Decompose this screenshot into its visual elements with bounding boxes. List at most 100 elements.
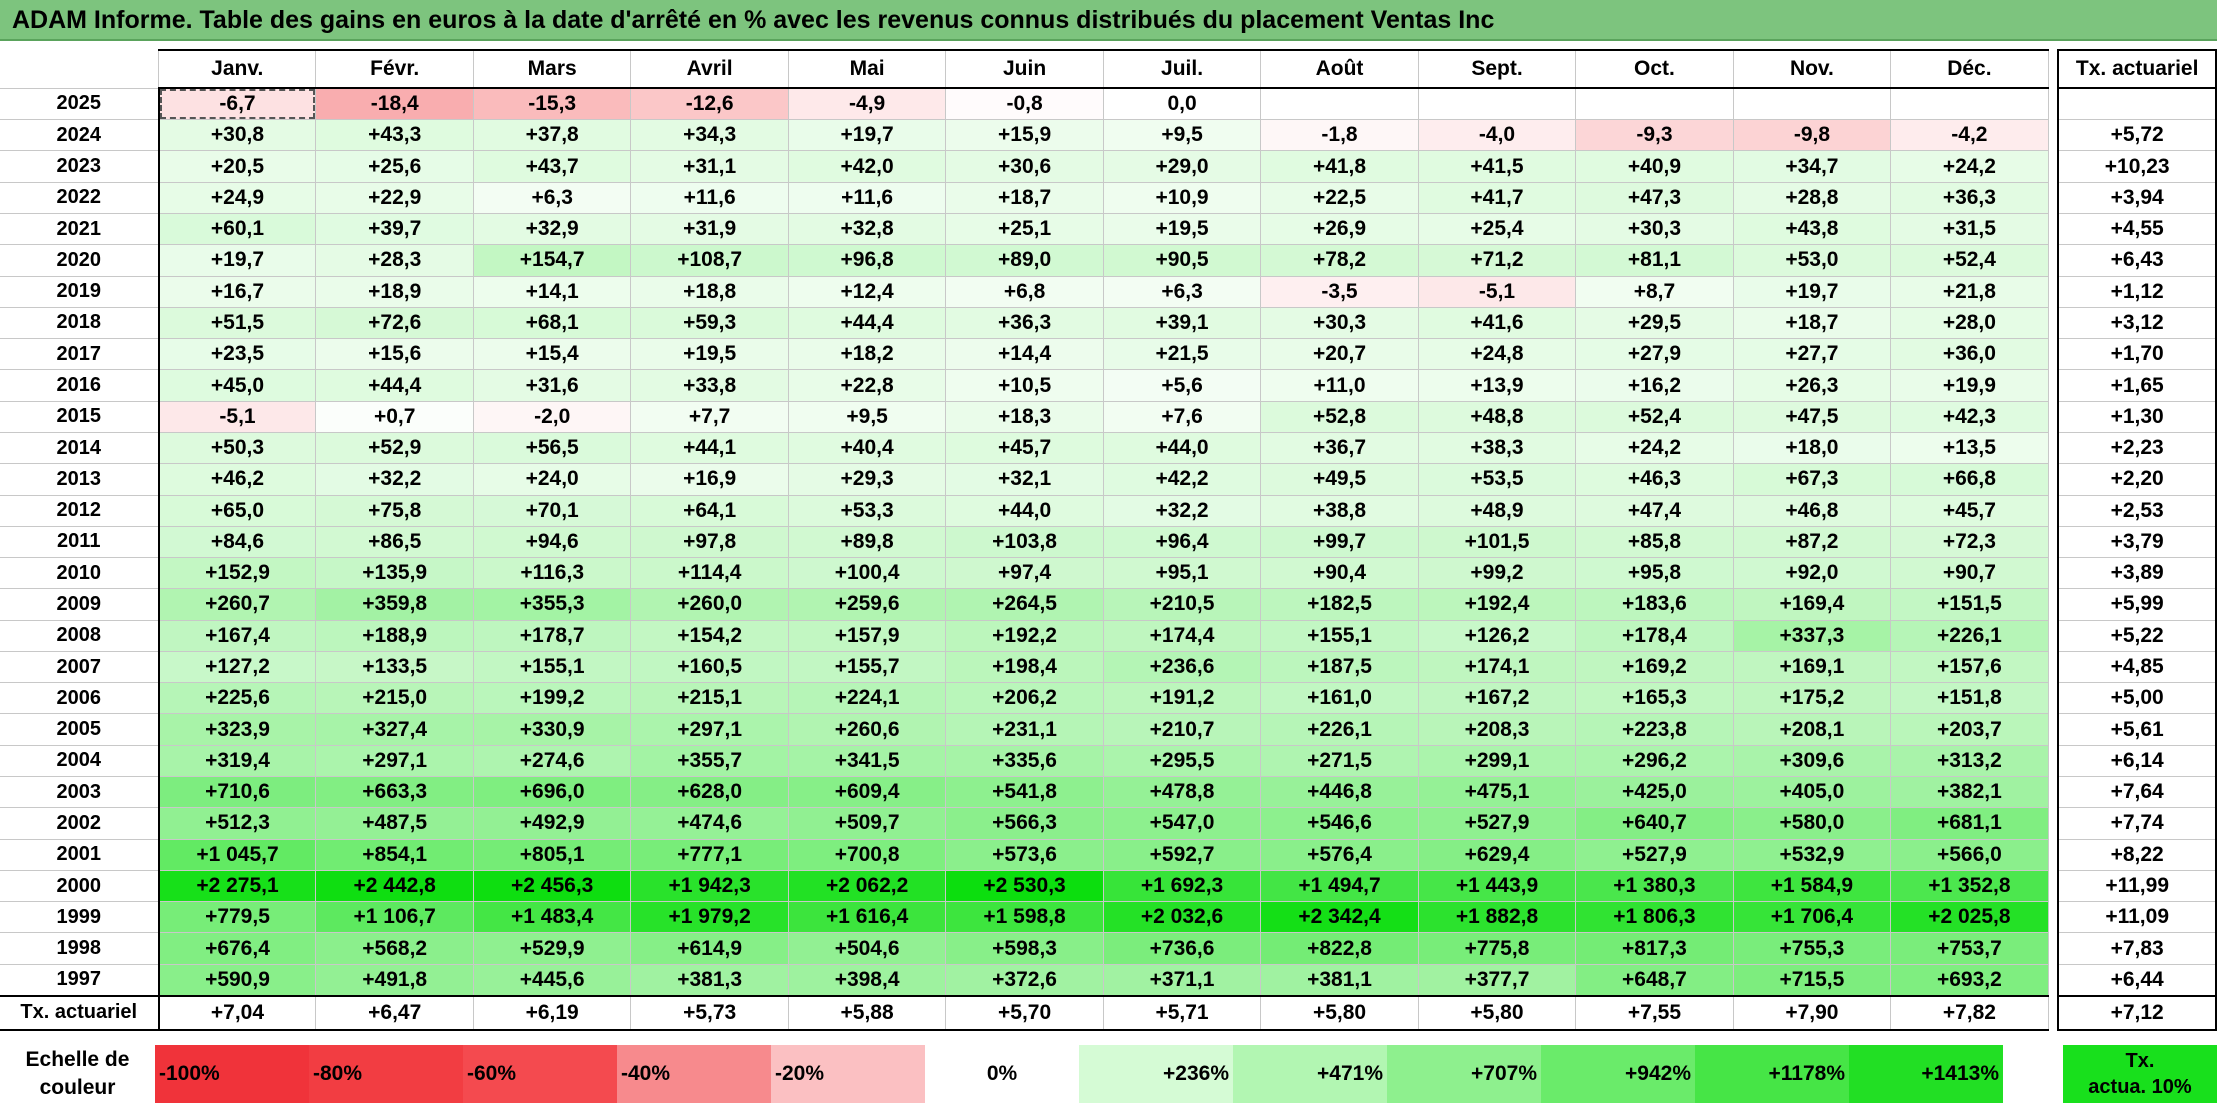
gains-table: Janv. Févr. Mars Avril Mai Juin Juil. Août Sept.…: [0, 48, 2217, 1031]
gain-cell: +22,8: [787, 369, 947, 402]
year-label: 2012: [0, 494, 160, 527]
gain-cell: +18,9: [315, 275, 474, 308]
gain-cell: +2 062,2: [787, 869, 947, 903]
gain-cell: +296,2: [1575, 744, 1734, 778]
gain-cell: +566,0: [1890, 838, 2049, 871]
footer-rate-cell: +7,04: [157, 994, 317, 1031]
gain-cell: +45,0: [157, 369, 317, 402]
gain-cell: +568,2: [315, 932, 474, 965]
footer-rate-cell: +5,80: [1417, 994, 1577, 1031]
gain-cell: +371,1: [1102, 963, 1262, 997]
rate-cell: +6,44: [2057, 963, 2217, 997]
year-label: 2024: [0, 119, 160, 152]
gain-cell: +155,1: [472, 650, 632, 684]
gain-cell: +1 979,2: [630, 901, 789, 934]
gap-cell: [2048, 213, 2059, 245]
gain-cell: +313,2: [1890, 744, 2049, 778]
gain-cell: +96,8: [787, 244, 947, 277]
gain-cell: +48,8: [1417, 400, 1577, 433]
rate-cell: +7,74: [2057, 807, 2217, 840]
gain-cell: +1 494,7: [1260, 869, 1419, 903]
gap-cell: [2048, 932, 2059, 965]
gain-cell: +40,4: [787, 431, 947, 465]
rate-cell: +5,72: [2057, 119, 2217, 152]
footer-rate-cell: +5,70: [945, 994, 1104, 1031]
rate-cell: +5,22: [2057, 619, 2217, 652]
gain-cell: +64,1: [630, 494, 789, 527]
gain-cell: +359,8: [315, 588, 474, 621]
gain-cell: +381,1: [1260, 963, 1419, 997]
year-label: 2009: [0, 588, 160, 621]
gain-cell: +566,3: [945, 807, 1104, 840]
month-header: Sept.: [1417, 48, 1577, 90]
gain-cell: +34,7: [1732, 150, 1892, 183]
gain-cell: +18,2: [787, 338, 947, 371]
gain-cell: +1 443,9: [1417, 869, 1577, 903]
footer-rate-cell: +5,80: [1260, 994, 1419, 1031]
year-label: 2008: [0, 619, 160, 652]
rate-cell: +5,00: [2057, 682, 2217, 715]
gain-cell: +29,0: [1102, 150, 1262, 183]
gain-cell: +31,9: [630, 212, 789, 246]
gain-cell: +259,6: [787, 588, 947, 621]
gain-cell: +183,6: [1575, 588, 1734, 621]
year-label: 2005: [0, 713, 160, 746]
gain-cell: +44,0: [1102, 431, 1262, 465]
gain-cell: +590,9: [157, 963, 317, 997]
gain-cell: +546,6: [1260, 807, 1419, 840]
gain-cell: +99,7: [1260, 525, 1419, 559]
gain-cell: +14,1: [472, 275, 632, 308]
gain-cell: +372,6: [945, 963, 1104, 997]
rate-cell: +10,23: [2057, 150, 2217, 183]
gain-cell: +504,6: [787, 932, 947, 965]
gap-cell: [2048, 463, 2059, 495]
gap-cell: [2048, 620, 2059, 652]
gain-cell: +529,9: [472, 932, 632, 965]
gain-cell: +46,2: [157, 463, 317, 496]
gain-cell: +34,3: [630, 119, 789, 152]
gain-cell: +425,0: [1575, 776, 1734, 809]
gain-cell: +71,2: [1417, 244, 1577, 277]
gain-cell: +6,8: [945, 275, 1104, 308]
gain-cell: +11,0: [1260, 369, 1419, 402]
gain-cell: +1 352,8: [1890, 869, 2049, 903]
gain-cell: +206,2: [945, 682, 1104, 715]
gain-cell: +11,6: [630, 181, 789, 214]
year-row: 2015 -5,1 +0,7 -2,0 +7,7 +9,5 +18,3 +7,6 +52,8 +4…: [0, 400, 2217, 433]
gain-cell: -18,4: [315, 87, 474, 121]
gain-cell: +1 045,7: [157, 838, 317, 871]
gain-cell: +39,1: [1102, 306, 1262, 340]
rate-cell: +8,22: [2057, 838, 2217, 871]
gain-cell: +42,3: [1890, 400, 2049, 433]
gain-cell: +25,6: [315, 150, 474, 183]
gain-cell: +19,7: [1732, 275, 1892, 308]
year-label: 2006: [0, 682, 160, 715]
gain-cell: +68,1: [472, 306, 632, 340]
month-header: Avril: [630, 48, 789, 90]
gain-cell: +309,6: [1732, 744, 1892, 778]
gain-cell: +30,3: [1260, 306, 1419, 340]
gain-cell: +226,1: [1890, 619, 2049, 652]
gap-cell: [2048, 807, 2059, 840]
gain-cell: +152,9: [157, 557, 317, 590]
month-header: Janv.: [157, 48, 317, 90]
gain-cell: +532,9: [1732, 838, 1892, 871]
gain-cell: +52,4: [1890, 244, 2049, 277]
gap-cell: [2048, 401, 2059, 433]
gain-cell: +779,5: [157, 901, 317, 934]
gain-cell: [1575, 87, 1734, 121]
color-scale-swatch: -100%: [155, 1045, 309, 1103]
gain-cell: +169,1: [1732, 650, 1892, 684]
gain-cell: +24,8: [1417, 338, 1577, 371]
footer-total-rate: +7,12: [2057, 994, 2217, 1031]
gain-cell: +25,4: [1417, 212, 1577, 246]
rate-cell: +1,30: [2057, 400, 2217, 433]
gain-cell: +167,2: [1417, 682, 1577, 715]
gain-cell: +97,8: [630, 525, 789, 559]
gain-cell: +155,1: [1260, 619, 1419, 652]
color-scale-swatch: +707%: [1387, 1045, 1541, 1103]
gain-cell: +99,2: [1417, 557, 1577, 590]
year-label: 2004: [0, 744, 160, 778]
gain-cell: +1 806,3: [1575, 901, 1734, 934]
gap-cell: [2048, 839, 2059, 871]
